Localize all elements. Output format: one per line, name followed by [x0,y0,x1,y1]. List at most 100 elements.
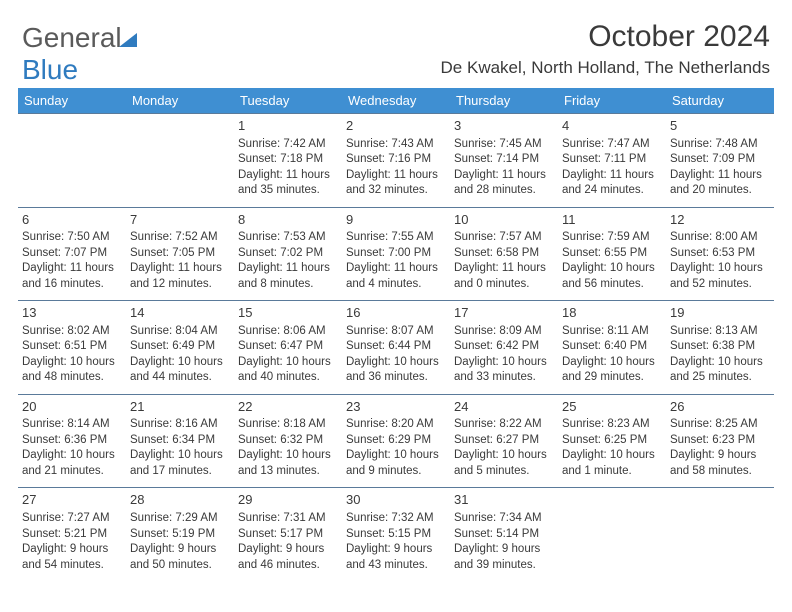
day-header: Sunday [18,88,126,114]
day-info: Sunrise: 8:07 AMSunset: 6:44 PMDaylight:… [346,324,446,386]
day-info: Sunrise: 8:00 AMSunset: 6:53 PMDaylight:… [670,230,770,292]
day-number: 5 [670,117,770,135]
calendar-day-cell: 5 Sunrise: 7:48 AMSunset: 7:09 PMDaylight… [666,114,774,208]
calendar-week-row: 20Sunrise: 8:14 AMSunset: 6:36 PMDayligh… [18,394,774,488]
day-number: 14 [130,304,230,322]
day-info: Sunrise: 7:34 AMSunset: 5:14 PMDaylight:… [454,511,554,573]
day-number: 9 [346,211,446,229]
logo-text-1: General [22,22,122,53]
day-header: Friday [558,88,666,114]
calendar-day-cell: 10Sunrise: 7:57 AMSunset: 6:58 PMDayligh… [450,207,558,301]
calendar-day-cell: 29 Sunrise: 7:31 AMSunset: 5:17 PMDayligh… [234,488,342,581]
calendar-day-cell: 9Sunrise: 7:55 AMSunset: 7:00 PMDaylight… [342,207,450,301]
day-number: 10 [454,211,554,229]
calendar-day-cell: 15 Sunrise: 8:06 AMSunset: 6:47 PMDayligh… [234,301,342,395]
calendar-header-row: SundayMondayTuesdayWednesdayThursdayFrid… [18,88,774,114]
location-subtitle: De Kwakel, North Holland, The Netherland… [441,58,770,78]
day-number: 19 [670,304,770,322]
day-number: 3 [454,117,554,135]
day-number: 29 [238,491,338,509]
day-info: Sunrise: 7:29 AMSunset: 5:19 PMDaylight:… [130,511,230,573]
day-number: 21 [130,398,230,416]
calendar-table: SundayMondayTuesdayWednesdayThursdayFrid… [18,88,774,581]
day-info: Sunrise: 7:27 AMSunset: 5:21 PMDaylight:… [22,511,122,573]
calendar-day-cell: 23Sunrise: 8:20 AMSunset: 6:29 PMDayligh… [342,394,450,488]
calendar-day-cell: 8Sunrise: 7:53 AMSunset: 7:02 PMDaylight… [234,207,342,301]
calendar-day-cell: 2Sunrise: 7:43 AMSunset: 7:16 PMDaylight… [342,114,450,208]
day-number: 17 [454,304,554,322]
day-header: Wednesday [342,88,450,114]
calendar-day-cell: 30Sunrise: 7:32 AMSunset: 5:15 PMDayligh… [342,488,450,581]
calendar-week-row: 27 Sunrise: 7:27 AMSunset: 5:21 PMDayligh… [18,488,774,581]
day-info: Sunrise: 8:13 AMSunset: 6:38 PMDaylight:… [670,324,770,386]
day-number: 22 [238,398,338,416]
calendar-day-cell: 17 Sunrise: 8:09 AMSunset: 6:42 PMDayligh… [450,301,558,395]
calendar-day-cell: 24Sunrise: 8:22 AMSunset: 6:27 PMDayligh… [450,394,558,488]
day-number: 25 [562,398,662,416]
calendar-day-cell: 22Sunrise: 8:18 AMSunset: 6:32 PMDayligh… [234,394,342,488]
day-info: Sunrise: 8:04 AMSunset: 6:49 PMDaylight:… [130,324,230,386]
calendar-day-cell: 12Sunrise: 8:00 AMSunset: 6:53 PMDayligh… [666,207,774,301]
day-info: Sunrise: 8:11 AMSunset: 6:40 PMDaylight:… [562,324,662,386]
day-info: Sunrise: 7:50 AMSunset: 7:07 PMDaylight:… [22,230,122,292]
day-info: Sunrise: 7:43 AMSunset: 7:16 PMDaylight:… [346,137,446,199]
calendar-day-cell: 6Sunrise: 7:50 AMSunset: 7:07 PMDaylight… [18,207,126,301]
calendar-day-cell: 14 Sunrise: 8:04 AMSunset: 6:49 PMDayligh… [126,301,234,395]
day-info: Sunrise: 7:31 AMSunset: 5:17 PMDaylight:… [238,511,338,573]
day-number: 20 [22,398,122,416]
day-number: 30 [346,491,446,509]
day-info: Sunrise: 8:25 AMSunset: 6:23 PMDaylight:… [670,417,770,479]
logo: General Blue [22,22,137,86]
day-info: Sunrise: 8:06 AMSunset: 6:47 PMDaylight:… [238,324,338,386]
calendar-week-row: 6Sunrise: 7:50 AMSunset: 7:07 PMDaylight… [18,207,774,301]
calendar-empty-cell [18,114,126,208]
day-number: 15 [238,304,338,322]
day-number: 26 [670,398,770,416]
calendar-empty-cell [666,488,774,581]
page-title: October 2024 [588,20,770,54]
calendar-day-cell: 19 Sunrise: 8:13 AMSunset: 6:38 PMDayligh… [666,301,774,395]
day-info: Sunrise: 7:47 AMSunset: 7:11 PMDaylight:… [562,137,662,199]
calendar-day-cell: 4 Sunrise: 7:47 AMSunset: 7:11 PMDaylight… [558,114,666,208]
day-info: Sunrise: 8:02 AMSunset: 6:51 PMDaylight:… [22,324,122,386]
calendar-day-cell: 13Sunrise: 8:02 AMSunset: 6:51 PMDayligh… [18,301,126,395]
day-info: Sunrise: 7:57 AMSunset: 6:58 PMDaylight:… [454,230,554,292]
day-info: Sunrise: 7:55 AMSunset: 7:00 PMDaylight:… [346,230,446,292]
day-number: 23 [346,398,446,416]
day-header: Monday [126,88,234,114]
day-number: 11 [562,211,662,229]
day-info: Sunrise: 8:09 AMSunset: 6:42 PMDaylight:… [454,324,554,386]
calendar-day-cell: 16Sunrise: 8:07 AMSunset: 6:44 PMDayligh… [342,301,450,395]
day-number: 18 [562,304,662,322]
calendar-day-cell: 28Sunrise: 7:29 AMSunset: 5:19 PMDayligh… [126,488,234,581]
day-info: Sunrise: 8:20 AMSunset: 6:29 PMDaylight:… [346,417,446,479]
day-info: Sunrise: 8:14 AMSunset: 6:36 PMDaylight:… [22,417,122,479]
calendar-week-row: 13Sunrise: 8:02 AMSunset: 6:51 PMDayligh… [18,301,774,395]
day-info: Sunrise: 7:48 AMSunset: 7:09 PMDaylight:… [670,137,770,199]
calendar-empty-cell [126,114,234,208]
day-number: 8 [238,211,338,229]
day-info: Sunrise: 7:45 AMSunset: 7:14 PMDaylight:… [454,137,554,199]
calendar-day-cell: 3 Sunrise: 7:45 AMSunset: 7:14 PMDaylight… [450,114,558,208]
logo-triangle-icon [119,33,137,47]
day-number: 24 [454,398,554,416]
calendar-day-cell: 31Sunrise: 7:34 AMSunset: 5:14 PMDayligh… [450,488,558,581]
day-info: Sunrise: 7:53 AMSunset: 7:02 PMDaylight:… [238,230,338,292]
day-info: Sunrise: 7:42 AMSunset: 7:18 PMDaylight:… [238,137,338,199]
calendar-day-cell: 20Sunrise: 8:14 AMSunset: 6:36 PMDayligh… [18,394,126,488]
day-info: Sunrise: 7:52 AMSunset: 7:05 PMDaylight:… [130,230,230,292]
day-number: 1 [238,117,338,135]
day-header: Saturday [666,88,774,114]
calendar-day-cell: 18 Sunrise: 8:11 AMSunset: 6:40 PMDayligh… [558,301,666,395]
calendar-empty-cell [558,488,666,581]
calendar-week-row: 1 Sunrise: 7:42 AMSunset: 7:18 PMDaylight… [18,114,774,208]
day-number: 12 [670,211,770,229]
day-number: 27 [22,491,122,509]
calendar-day-cell: 21Sunrise: 8:16 AMSunset: 6:34 PMDayligh… [126,394,234,488]
day-number: 7 [130,211,230,229]
day-info: Sunrise: 8:18 AMSunset: 6:32 PMDaylight:… [238,417,338,479]
day-number: 6 [22,211,122,229]
day-number: 4 [562,117,662,135]
calendar-day-cell: 27 Sunrise: 7:27 AMSunset: 5:21 PMDayligh… [18,488,126,581]
calendar-day-cell: 1 Sunrise: 7:42 AMSunset: 7:18 PMDaylight… [234,114,342,208]
